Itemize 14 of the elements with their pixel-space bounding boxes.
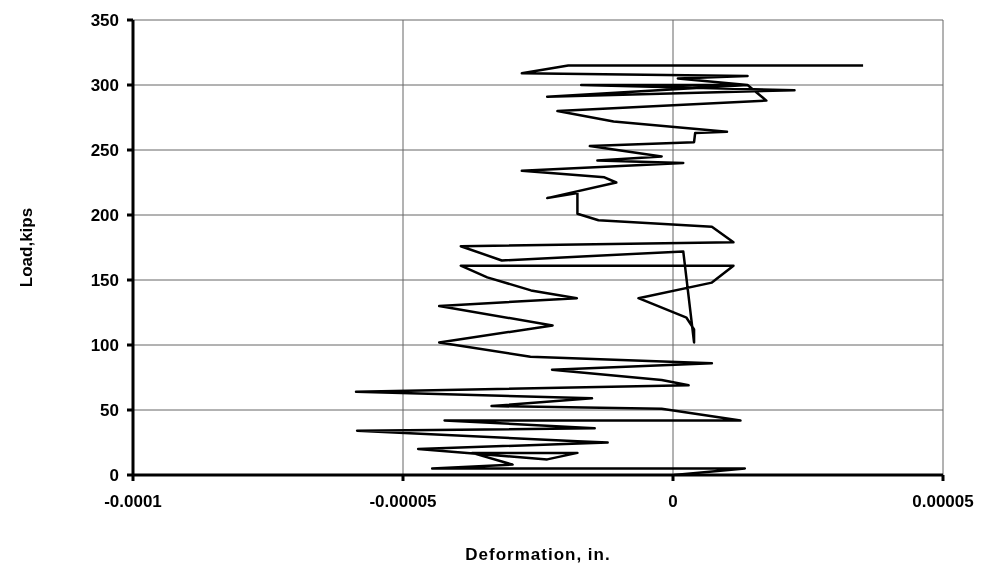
- y-tick-label: 100: [90, 336, 119, 356]
- x-tick-label: 0: [668, 492, 678, 512]
- y-tick-label: 50: [100, 401, 119, 421]
- x-tick-label: 0.00005: [912, 492, 974, 512]
- y-tick-label: 0: [109, 466, 119, 486]
- y-tick-label: 300: [90, 76, 119, 96]
- y-axis-title: Load,kips: [17, 207, 37, 288]
- y-tick-label: 250: [90, 141, 119, 161]
- x-tick-label: -0.00005: [369, 492, 437, 512]
- y-tick-label: 200: [90, 206, 119, 226]
- x-tick-label: -0.0001: [104, 492, 162, 512]
- x-axis-title: Deformation, in.: [465, 545, 611, 564]
- y-tick-label: 350: [90, 11, 119, 31]
- y-tick-label: 150: [90, 271, 119, 291]
